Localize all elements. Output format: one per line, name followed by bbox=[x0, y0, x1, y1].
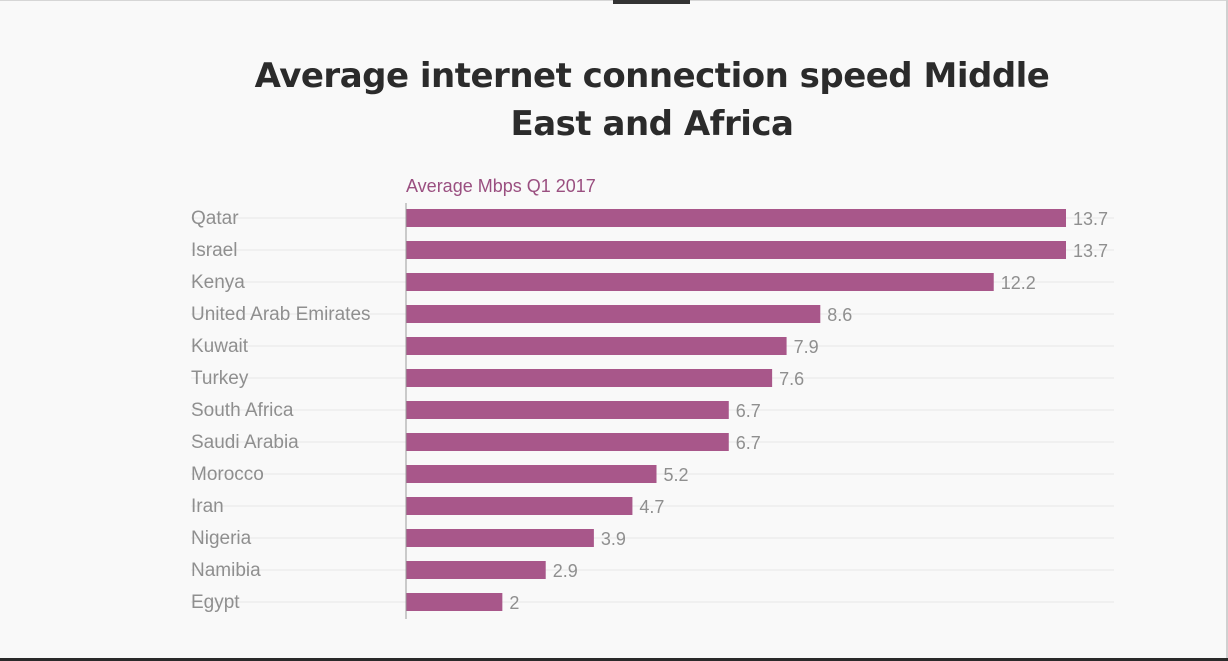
value-label: 7.6 bbox=[779, 369, 804, 389]
right-border bbox=[1226, 0, 1228, 661]
bar bbox=[406, 465, 657, 483]
series-label: Average Mbps Q1 2017 bbox=[406, 176, 596, 196]
value-label: 4.7 bbox=[639, 497, 664, 517]
value-label: 12.2 bbox=[1001, 273, 1036, 293]
category-label: Saudi Arabia bbox=[191, 432, 299, 453]
category-label: Kenya bbox=[191, 272, 245, 293]
top-accent-bar bbox=[613, 0, 690, 4]
bar bbox=[406, 593, 503, 611]
value-label: 2 bbox=[509, 593, 519, 613]
value-label: 2.9 bbox=[553, 561, 578, 581]
category-label: United Arab Emirates bbox=[191, 304, 371, 325]
value-label: 7.9 bbox=[794, 337, 819, 357]
category-label: Qatar bbox=[191, 208, 239, 229]
bar bbox=[406, 209, 1066, 227]
chart-title: Average internet connection speed Middle… bbox=[254, 56, 1050, 144]
value-label: 6.7 bbox=[736, 401, 761, 421]
category-label: Israel bbox=[191, 240, 237, 261]
category-label: Kuwait bbox=[191, 336, 249, 357]
bar bbox=[406, 433, 729, 451]
value-label: 8.6 bbox=[827, 305, 852, 325]
value-label: 3.9 bbox=[601, 529, 626, 549]
bar bbox=[406, 305, 821, 323]
category-label: Iran bbox=[191, 496, 224, 517]
category-label: Morocco bbox=[191, 464, 264, 485]
bar bbox=[406, 529, 594, 547]
category-label: Nigeria bbox=[191, 528, 252, 549]
value-label: 5.2 bbox=[664, 465, 689, 485]
category-label: Turkey bbox=[191, 368, 249, 389]
category-label: South Africa bbox=[191, 400, 294, 421]
bar bbox=[406, 273, 994, 291]
bar bbox=[406, 369, 773, 387]
bar bbox=[406, 561, 546, 579]
category-label: Namibia bbox=[191, 560, 261, 581]
bar bbox=[406, 497, 633, 515]
bottom-border bbox=[0, 658, 1228, 661]
bar bbox=[406, 337, 787, 355]
value-label: 13.7 bbox=[1073, 241, 1108, 261]
bar bbox=[406, 241, 1066, 259]
bar bbox=[406, 401, 729, 419]
value-label: 6.7 bbox=[736, 433, 761, 453]
category-label: Egypt bbox=[191, 592, 240, 613]
value-label: 13.7 bbox=[1073, 209, 1108, 229]
